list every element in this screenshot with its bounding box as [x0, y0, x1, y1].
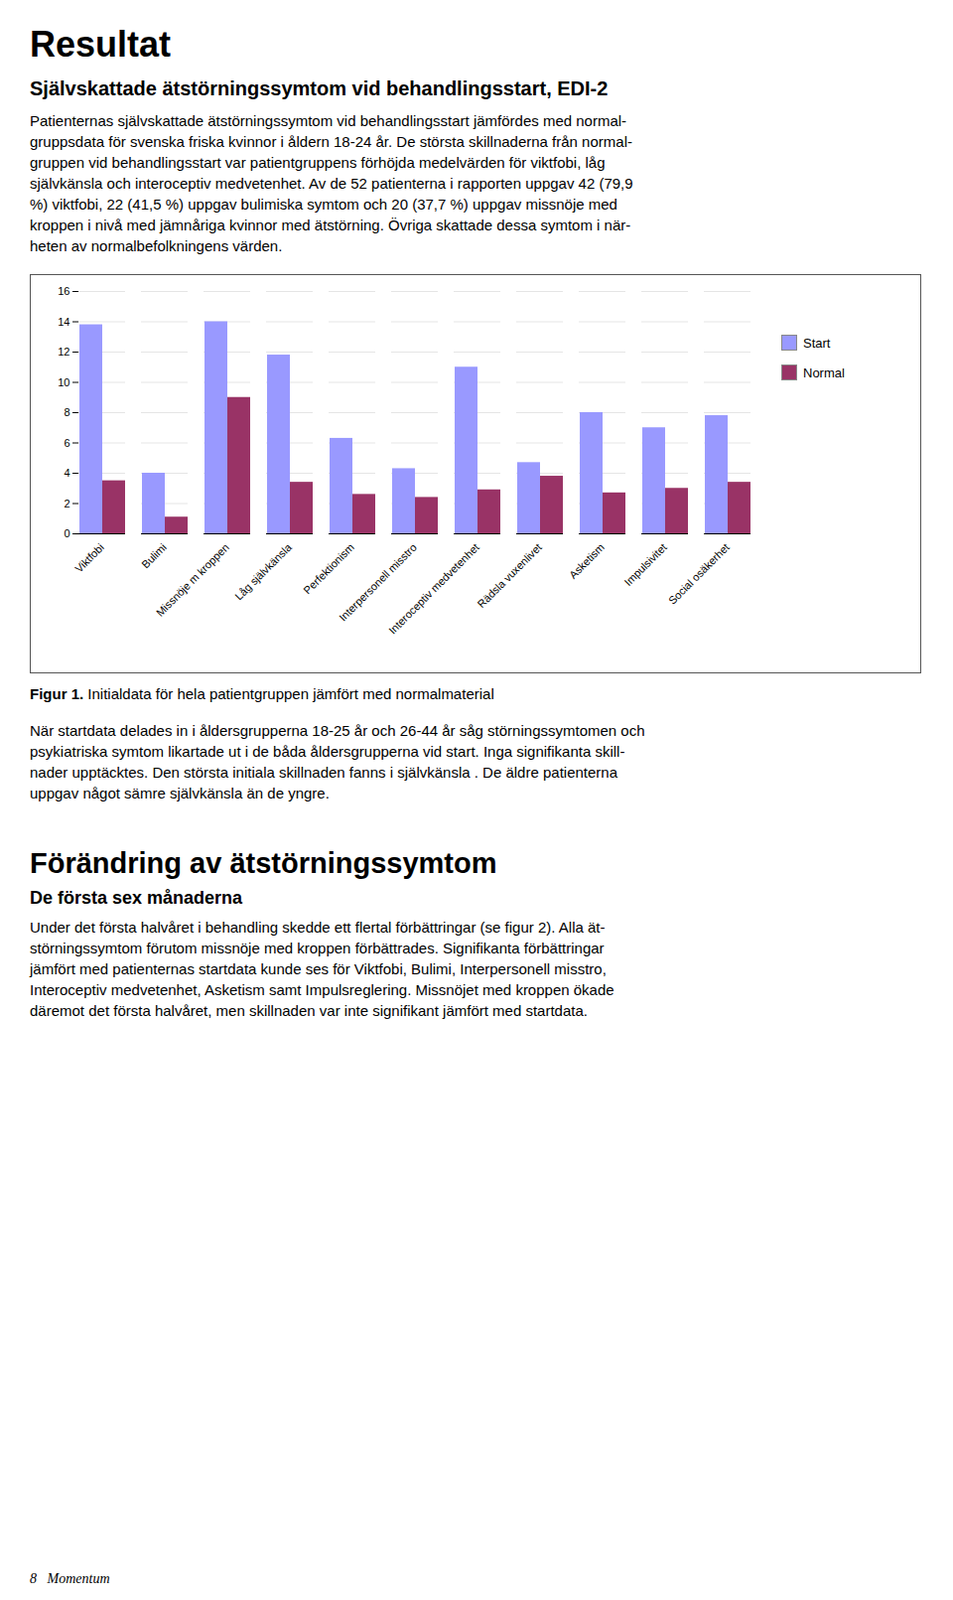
svg-text:Missnöje m kroppen: Missnöje m kroppen: [153, 541, 232, 619]
html-text:Resultat: Resultat: [29, 23, 171, 65]
html-text:När startdata delades in i åld: När startdata delades in i åldersgrupper…: [29, 721, 645, 739]
html-text:%) viktfobi, 22 (41,5 %) uppga: %) viktfobi, 22 (41,5 %) uppgav bulimisk…: [29, 195, 618, 213]
svg-text:12: 12: [57, 345, 70, 358]
svg-text:0: 0: [63, 527, 70, 540]
html-text:gruppen vid behandlingsstart v: gruppen vid behandlingsstart var patient…: [29, 153, 606, 171]
html-text:psykiatriska symtom likartade: psykiatriska symtom likartade ut i de bå…: [29, 742, 625, 760]
html-text:Patienternas självskattade äts: Patienternas självskattade ätstörningssy…: [29, 112, 627, 130]
svg-text:10: 10: [57, 376, 70, 389]
html-text:Under det första halvåret i be: Under det första halvåret i behandling s…: [29, 918, 606, 936]
svg-text:Viktfobi: Viktfobi: [72, 541, 107, 575]
html-text:gruppsdata för svenska friska: gruppsdata för svenska friska kvinnor i …: [29, 133, 633, 150]
html-text:8 Momentum: 8 Momentum: [29, 1570, 110, 1586]
html-text:heten av normalbefolkningens v: heten av normalbefolkningens värden.: [29, 237, 283, 255]
html-text:störningssymtom förutom missnö: störningssymtom förutom missnöje med kro…: [29, 939, 605, 956]
html-text:De första sex månaderna: De första sex månaderna: [29, 887, 243, 908]
html-text:däremot det första halvåret, m: däremot det första halvåret, men skillna…: [29, 1001, 588, 1019]
svg-text:16: 16: [57, 284, 70, 297]
svg-text:Asketism: Asketism: [566, 541, 607, 581]
svg-text:4: 4: [63, 466, 70, 479]
svg-text:6: 6: [63, 436, 70, 449]
svg-text:Social osäkerhet: Social osäkerhet: [666, 541, 732, 607]
svg-text:2: 2: [63, 497, 70, 510]
html-text:jämfört med patienternas start: jämfört med patienternas startdata kunde…: [29, 959, 607, 977]
svg-text:Bulimi: Bulimi: [138, 541, 169, 571]
html-text:Figur 1. Initialdata för hela: Figur 1. Initialdata för hela patientgru…: [29, 684, 495, 702]
svg-text:Rädsla vuxenlivet: Rädsla vuxenlivet: [474, 541, 544, 610]
html-text:Interoceptiv medvetenhet, Aske: Interoceptiv medvetenhet, Asketism samt …: [29, 980, 615, 998]
html-text:Självskattade ätstörningssymto: Självskattade ätstörningssymtom vid beha…: [29, 77, 608, 100]
html-text:Start: Start: [803, 335, 831, 350]
html-text:Normal: Normal: [803, 364, 845, 380]
svg-text:Perfektionism: Perfektionism: [300, 541, 357, 597]
svg-text:Låg självkänsla: Låg självkänsla: [232, 540, 294, 602]
svg-text:Impulsivitet: Impulsivitet: [622, 541, 670, 588]
html-text:självkänsla och interoceptiv m: självkänsla och interoceptiv medvetenhet…: [29, 174, 633, 192]
html-text:uppgav något sämre självkänsla: uppgav något sämre självkänsla än de yng…: [29, 784, 330, 802]
svg-text:8: 8: [63, 406, 70, 418]
svg-text:14: 14: [57, 315, 70, 328]
svg-text:Interpersonell misstro: Interpersonell misstro: [336, 540, 419, 624]
html-text:Förändring av ätstörningssymto: Förändring av ätstörningssymtom: [29, 846, 497, 879]
svg-text:Interoceptiv medvetenhet: Interoceptiv medvetenhet: [386, 541, 482, 637]
html-text:kroppen i nivå med jämnåriga k: kroppen i nivå med jämnåriga kvinnor med…: [29, 216, 631, 234]
html-text:nader upptäcktes. Den största: nader upptäcktes. Den största initiala s…: [29, 763, 618, 781]
